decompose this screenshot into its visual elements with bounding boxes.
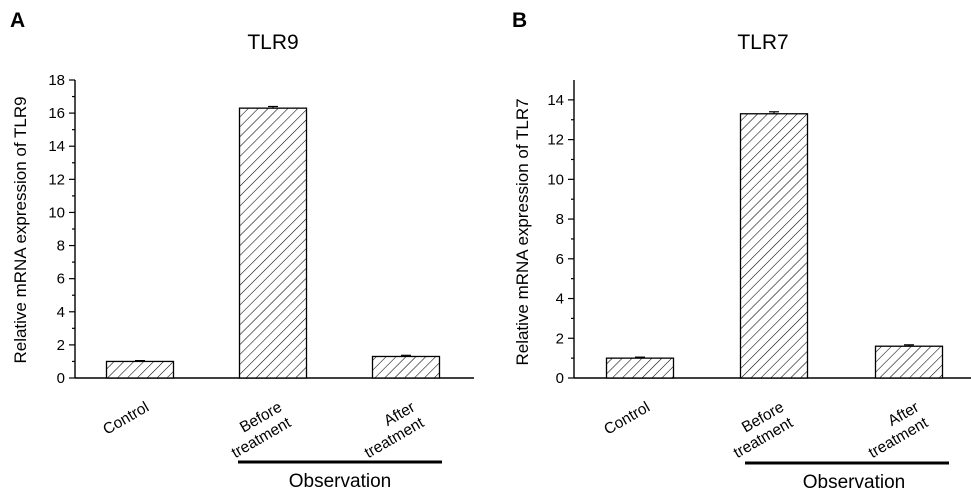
y-tick-label: 16	[48, 105, 65, 122]
bar	[605, 357, 675, 379]
bar	[874, 345, 944, 379]
category-label: Control	[601, 399, 653, 439]
bar	[739, 113, 809, 379]
bars	[105, 105, 441, 379]
panel-label: A	[10, 9, 25, 32]
category-label: Aftertreatment	[353, 398, 428, 461]
y-tick-label: 8	[57, 238, 65, 255]
category-label: Control	[100, 399, 152, 439]
y-tick-label: 10	[547, 171, 564, 188]
bars	[605, 111, 944, 379]
chart-title: TLR7	[737, 31, 788, 54]
chart-panel-b: B TLR7 Relative mRNA expression of TLR7 …	[512, 9, 971, 493]
y-tick-label: 2	[57, 337, 65, 354]
group-label: Observation	[803, 472, 905, 493]
y-tick-label: 2	[556, 330, 564, 347]
y-tick-label: 12	[48, 171, 65, 188]
y-tick-label: 6	[57, 271, 65, 288]
y-tick-label: 14	[547, 92, 564, 109]
y-tick-label: 0	[556, 370, 564, 387]
group-label: Observation	[289, 471, 391, 492]
y-tick-label: 14	[48, 138, 65, 155]
y-tick-label: 0	[57, 370, 65, 387]
y-tick-label: 8	[556, 211, 564, 228]
y-axis-label: Relative mRNA expression of TLR9	[11, 96, 30, 363]
y-tick-label: 6	[556, 251, 564, 268]
chart-panel-a: A TLR9 Relative mRNA expression of TLR9 …	[10, 9, 474, 492]
y-tick-label: 4	[57, 304, 65, 321]
y-tick-label: 12	[547, 132, 564, 149]
category-label: Beforetreatment	[722, 398, 797, 461]
bar	[105, 360, 175, 379]
category-labels: Control Beforetreatment Aftertreatment	[601, 398, 932, 462]
y-tick-label: 18	[48, 72, 65, 89]
y-ticks: 0 2 4 6 8 10 12 14 16 18	[48, 72, 75, 387]
bar	[371, 355, 441, 379]
category-label: Aftertreatment	[857, 398, 932, 461]
y-tick-label: 4	[556, 291, 564, 308]
category-label: Beforetreatment	[220, 398, 295, 461]
y-axis-label: Relative mRNA expression of TLR7	[513, 98, 532, 365]
category-labels: Control Beforetreatment Aftertreatment	[100, 398, 428, 462]
panel-label: B	[512, 9, 527, 32]
y-tick-label: 10	[48, 204, 65, 221]
bar	[238, 107, 308, 379]
y-ticks: 0 2 4 6 8 10 12 14	[547, 92, 574, 387]
chart-title: TLR9	[247, 31, 298, 54]
